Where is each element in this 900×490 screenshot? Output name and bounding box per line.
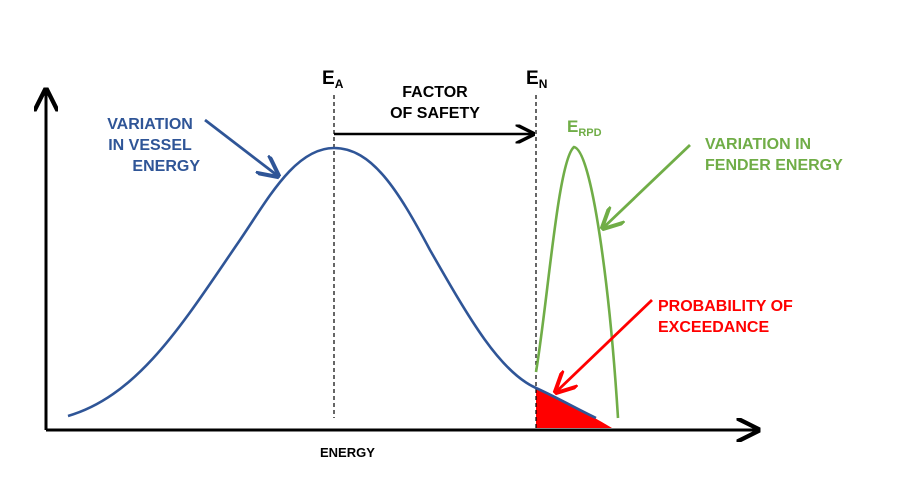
exceedance-pointer-arrow xyxy=(556,298,653,392)
vessel-energy-curve xyxy=(67,146,597,420)
factor-of-safety-label: FACTOR OF SAFETY xyxy=(370,82,500,124)
vessel-line-1: VARIATION xyxy=(107,116,193,133)
x-axis-label: ENERGY xyxy=(320,445,375,460)
erpd-subscript: RPD xyxy=(578,127,602,139)
fender-line-2: FENDER ENERGY xyxy=(705,157,843,174)
ea-subscript: A xyxy=(334,77,344,91)
fender-energy-curve xyxy=(534,145,620,419)
erpd-label: ERPD xyxy=(567,117,602,139)
vessel-line-3: ENERGY xyxy=(132,158,200,175)
vessel-energy-label: VARIATION IN VESSEL ENERGY xyxy=(92,114,208,177)
exceedance-line-1: PROBABILITY OF xyxy=(658,298,793,315)
fender-line-1: VARIATION IN xyxy=(705,136,812,153)
fender-energy-label: VARIATION IN FENDER ENERGY xyxy=(705,134,843,176)
vessel-line-2: IN VESSEL xyxy=(108,137,192,154)
ea-label: EA xyxy=(322,68,344,91)
en-label: EN xyxy=(526,68,548,91)
fender-pointer-arrow xyxy=(603,143,691,228)
factor-line-2: OF SAFETY xyxy=(390,105,480,122)
factor-line-1: FACTOR xyxy=(402,84,468,101)
vessel-pointer-arrow xyxy=(204,118,278,176)
exceedance-label: PROBABILITY OF EXCEEDANCE xyxy=(658,296,793,338)
exceedance-line-2: EXCEEDANCE xyxy=(658,319,770,336)
en-subscript: N xyxy=(538,77,548,91)
